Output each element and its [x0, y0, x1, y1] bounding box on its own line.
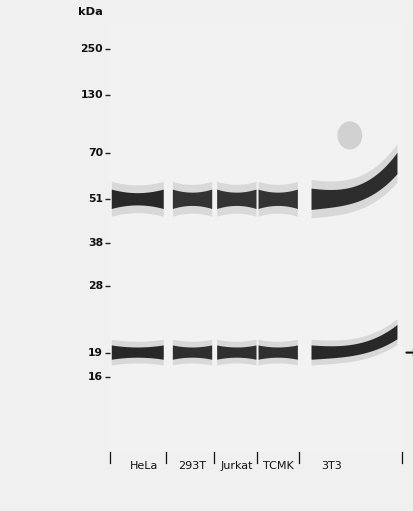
Polygon shape [216, 190, 256, 209]
Text: kDa: kDa [78, 7, 103, 17]
Polygon shape [258, 182, 297, 217]
Polygon shape [112, 340, 163, 365]
Polygon shape [112, 182, 163, 217]
Text: 38: 38 [88, 238, 103, 248]
Polygon shape [258, 190, 297, 209]
Polygon shape [311, 153, 396, 210]
Polygon shape [311, 319, 396, 365]
Polygon shape [173, 345, 212, 360]
Polygon shape [311, 144, 396, 219]
Text: Jurkat: Jurkat [220, 461, 252, 472]
Text: 16: 16 [88, 372, 103, 382]
Polygon shape [173, 340, 212, 365]
Text: 19: 19 [88, 347, 103, 358]
Polygon shape [216, 345, 256, 360]
Text: 28: 28 [88, 281, 103, 291]
Text: 3T3: 3T3 [320, 461, 341, 472]
Polygon shape [258, 340, 297, 365]
Text: TCMK: TCMK [262, 461, 293, 472]
Text: 51: 51 [88, 194, 103, 204]
Bar [109, 23, 401, 452]
Ellipse shape [337, 121, 361, 149]
Polygon shape [311, 325, 396, 360]
Text: 293T: 293T [178, 461, 206, 472]
Polygon shape [173, 182, 212, 217]
Text: 70: 70 [88, 148, 103, 158]
Polygon shape [258, 345, 297, 360]
Text: 250: 250 [80, 43, 103, 54]
Text: 130: 130 [80, 89, 103, 100]
Polygon shape [112, 345, 163, 360]
Polygon shape [173, 190, 212, 209]
Polygon shape [112, 190, 163, 209]
Text: HeLa: HeLa [130, 461, 158, 472]
Polygon shape [216, 340, 256, 365]
Polygon shape [216, 182, 256, 217]
